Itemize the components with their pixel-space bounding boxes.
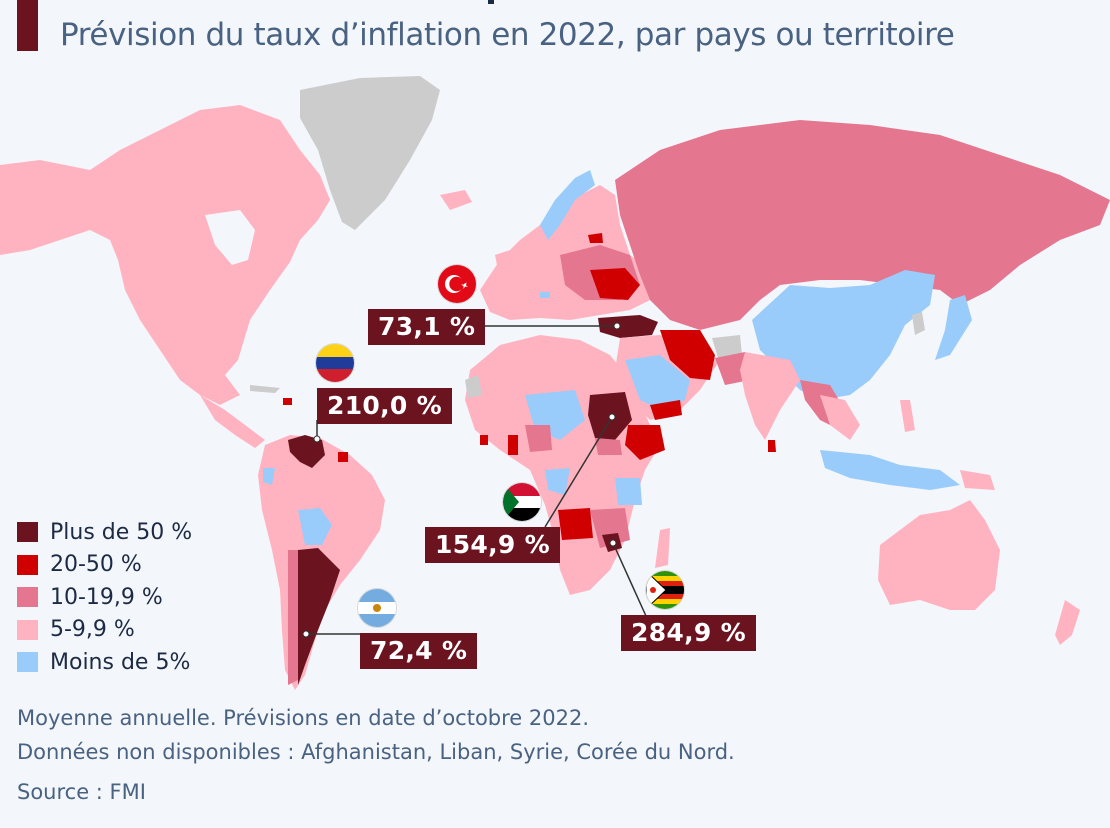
legend-swatch bbox=[17, 554, 38, 575]
saudi-arabia bbox=[625, 355, 690, 410]
legend-swatch bbox=[17, 652, 38, 673]
zimbabwe-flag-icon bbox=[646, 571, 684, 609]
china bbox=[752, 270, 935, 400]
venezuela bbox=[288, 435, 325, 468]
venezuela-flag-icon bbox=[316, 344, 354, 382]
title-fragment bbox=[488, 0, 494, 4]
angola bbox=[558, 508, 593, 540]
venezuela-value-label: 210,0 % bbox=[317, 388, 452, 424]
source-label: Source : FMI bbox=[17, 780, 146, 804]
turkey-value-label: 73,1 % bbox=[368, 309, 486, 345]
footnote-annual-average: Moyenne annuelle. Prévisions en date d’o… bbox=[17, 706, 590, 730]
world-map bbox=[0, 76, 1110, 690]
legend-item-20-50: 20-50 % bbox=[17, 549, 192, 582]
argentina-flag-icon bbox=[358, 589, 396, 627]
legend-label: 5-9,9 % bbox=[50, 617, 135, 643]
indonesia bbox=[820, 450, 960, 490]
sudan-leader bbox=[544, 416, 613, 528]
north-america bbox=[0, 105, 330, 405]
title-accent-bar bbox=[17, 0, 38, 51]
legend-item-5-9: 5-9,9 % bbox=[17, 614, 192, 647]
chart-subtitle: Prévision du taux d’inflation en 2022, p… bbox=[60, 17, 955, 53]
map-legend: Plus de 50 % 20-50 % 10-19,9 % 5-9,9 % M… bbox=[17, 516, 192, 679]
russia bbox=[615, 120, 1110, 330]
legend-label: 20-50 % bbox=[50, 552, 142, 578]
legend-swatch bbox=[17, 619, 38, 640]
greenland bbox=[300, 76, 440, 230]
legend-label: Plus de 50 % bbox=[50, 519, 193, 545]
argentina bbox=[298, 548, 340, 685]
turkey bbox=[598, 315, 658, 338]
sudan-value-label: 154,9 % bbox=[425, 527, 560, 563]
turkey-flag-icon bbox=[438, 265, 476, 303]
legend-item-over-50: Plus de 50 % bbox=[17, 516, 192, 549]
australia bbox=[878, 500, 1000, 610]
legend-item-under-5: Moins de 5% bbox=[17, 646, 192, 679]
legend-label: Moins de 5% bbox=[50, 649, 191, 675]
footnote-no-data: Données non disponibles : Afghanistan, L… bbox=[17, 740, 735, 764]
iran bbox=[660, 330, 715, 380]
zimbabwe-leader bbox=[612, 542, 647, 617]
ukraine bbox=[590, 268, 640, 300]
legend-swatch bbox=[17, 587, 38, 608]
legend-label: 10-19,9 % bbox=[50, 584, 163, 610]
legend-swatch bbox=[17, 522, 38, 543]
india bbox=[740, 352, 800, 440]
sudan-flag-icon bbox=[503, 483, 541, 521]
argentina-value-label: 72,4 % bbox=[360, 633, 478, 669]
legend-item-10-19: 10-19,9 % bbox=[17, 581, 192, 614]
zimbabwe-value-label: 284,9 % bbox=[621, 615, 756, 651]
